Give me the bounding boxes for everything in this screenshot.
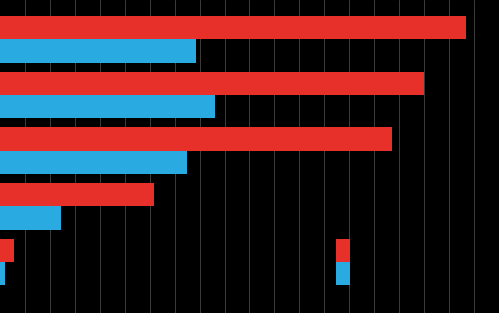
Bar — [0, 16, 467, 39]
Bar — [0, 95, 215, 118]
Bar — [0, 151, 187, 174]
Bar — [0, 127, 392, 151]
Bar — [0, 183, 154, 206]
Bar — [336, 239, 350, 262]
Bar — [0, 262, 4, 285]
Bar — [0, 206, 60, 230]
Bar — [0, 39, 196, 63]
Bar — [0, 239, 14, 262]
Bar — [336, 262, 350, 285]
Bar — [0, 72, 424, 95]
